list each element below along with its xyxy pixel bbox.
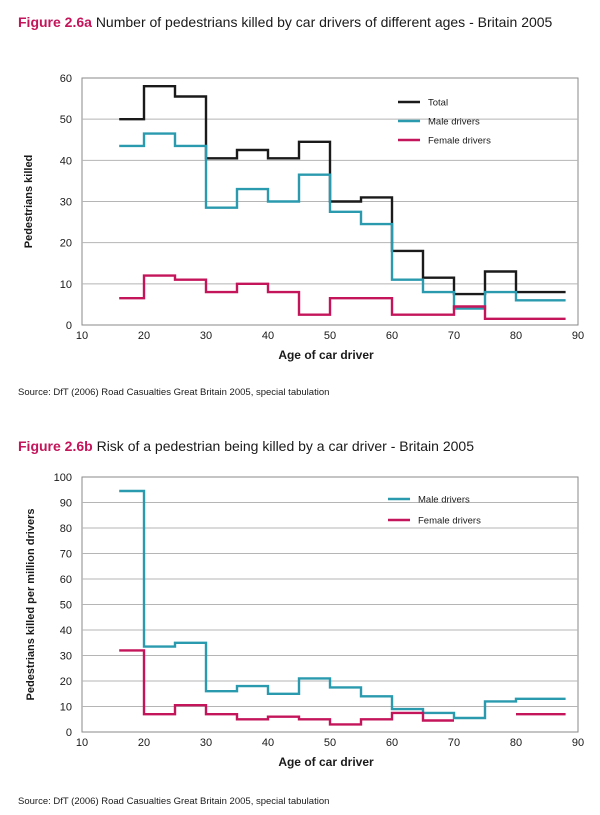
figure-a-source: Source: DfT (2006) Road Casualties Great… (18, 387, 330, 398)
chart-a-legend-label-male-drivers: Male drivers (428, 117, 480, 128)
chart-a: 0 10 20 30 40 50 60 10 20 30 40 50 60 70 80 90 Age of ca… (23, 73, 584, 362)
chart-a-series-line-female-drivers (119, 274, 566, 320)
chart-b-xtick-label-50: 50 (324, 737, 336, 749)
chart-b-ytick-label-50: 50 (60, 600, 72, 612)
chart-a-ytick-label-10: 10 (60, 279, 72, 291)
chart-b-ytick-label-60: 60 (60, 574, 72, 586)
chart-a-y-axis-label: Pedestrians killed (23, 155, 35, 249)
chart-a-series-line-male-drivers (119, 132, 566, 310)
chart-a-ytick-label-30: 30 (60, 197, 72, 209)
chart-a-xtick-label-40: 40 (262, 330, 274, 342)
chart-b-ytick-label-80: 80 (60, 523, 72, 535)
chart-a-ytick-label-50: 50 (60, 114, 72, 126)
figure-b-number: Figure 2.6b (18, 438, 93, 454)
chart-a-xtick-label-80: 80 (510, 330, 522, 342)
figure-a-caption: Number of pedestrians killed by car driv… (95, 14, 553, 30)
chart-b-ytick-label-10: 10 (60, 702, 72, 714)
chart-a-xtick-label-70: 70 (448, 330, 460, 342)
chart-b-xtick-label-20: 20 (138, 737, 150, 749)
chart-b-xtick-label-90: 90 (572, 737, 584, 749)
chart-b-x-axis-label: Age of car driver (278, 755, 374, 769)
chart-b-xtick-label-10: 10 (76, 737, 88, 749)
chart-b-xtick-label-80: 80 (510, 737, 522, 749)
chart-a-xtick-label-50: 50 (324, 330, 336, 342)
chart-a-ytick-label-60: 60 (60, 73, 72, 85)
chart-a-series-line-total (119, 85, 566, 296)
chart-b: 0 10 20 30 40 50 60 70 80 90 100 10 20 30 40 50 60 70 80 90… (25, 472, 584, 769)
chart-a-ytick-label-0: 0 (66, 320, 72, 332)
chart-b-ytick-label-70: 70 (60, 549, 72, 561)
figure-b-title: Figure 2.6b Risk of a pedestrian being k… (18, 437, 583, 455)
chart-b-y-axis-label: Pedestrians killed per million drivers (25, 509, 37, 701)
chart-b-xtick-label-70: 70 (448, 737, 460, 749)
figure-b-source: Source: DfT (2006) Road Casualties Great… (18, 796, 330, 807)
chart-b-ytick-label-0: 0 (66, 727, 72, 739)
chart-b-xtick-label-40: 40 (262, 737, 274, 749)
chart-b-series-line-male-drivers (119, 489, 566, 720)
chart-a-xtick-label-20: 20 (138, 330, 150, 342)
chart-a-xtick-label-30: 30 (200, 330, 212, 342)
chart-b-ytick-label-30: 30 (60, 651, 72, 663)
chart-a-legend-label-total: Total (428, 98, 448, 109)
chart-b-xtick-label-60: 60 (386, 737, 398, 749)
chart-b-ytick-label-100: 100 (54, 472, 72, 484)
figure-a-number: Figure 2.6a (18, 14, 92, 30)
figure-b-caption: Risk of a pedestrian being killed by a c… (96, 438, 474, 454)
chart-b-ytick-label-40: 40 (60, 625, 72, 637)
chart-a-ytick-label-40: 40 (60, 155, 72, 167)
chart-b-series-line-female-drivers (119, 649, 566, 726)
chart-a-xtick-label-60: 60 (386, 330, 398, 342)
chart-b-ytick-label-20: 20 (60, 676, 72, 688)
chart-a-ytick-label-20: 20 (60, 238, 72, 250)
chart-a-x-axis-label: Age of car driver (278, 348, 374, 362)
chart-a-xtick-label-10: 10 (76, 330, 88, 342)
chart-a-legend-label-female-drivers: Female drivers (428, 136, 491, 147)
chart-a-xtick-label-90: 90 (572, 330, 584, 342)
chart-b-legend-label-male-drivers: Male drivers (418, 495, 470, 506)
chart-b-ytick-label-90: 90 (60, 498, 72, 510)
chart-b-xtick-label-30: 30 (200, 737, 212, 749)
figure-a-title: Figure 2.6a Number of pedestrians killed… (18, 13, 583, 31)
chart-b-legend-label-female-drivers: Female drivers (418, 516, 481, 527)
